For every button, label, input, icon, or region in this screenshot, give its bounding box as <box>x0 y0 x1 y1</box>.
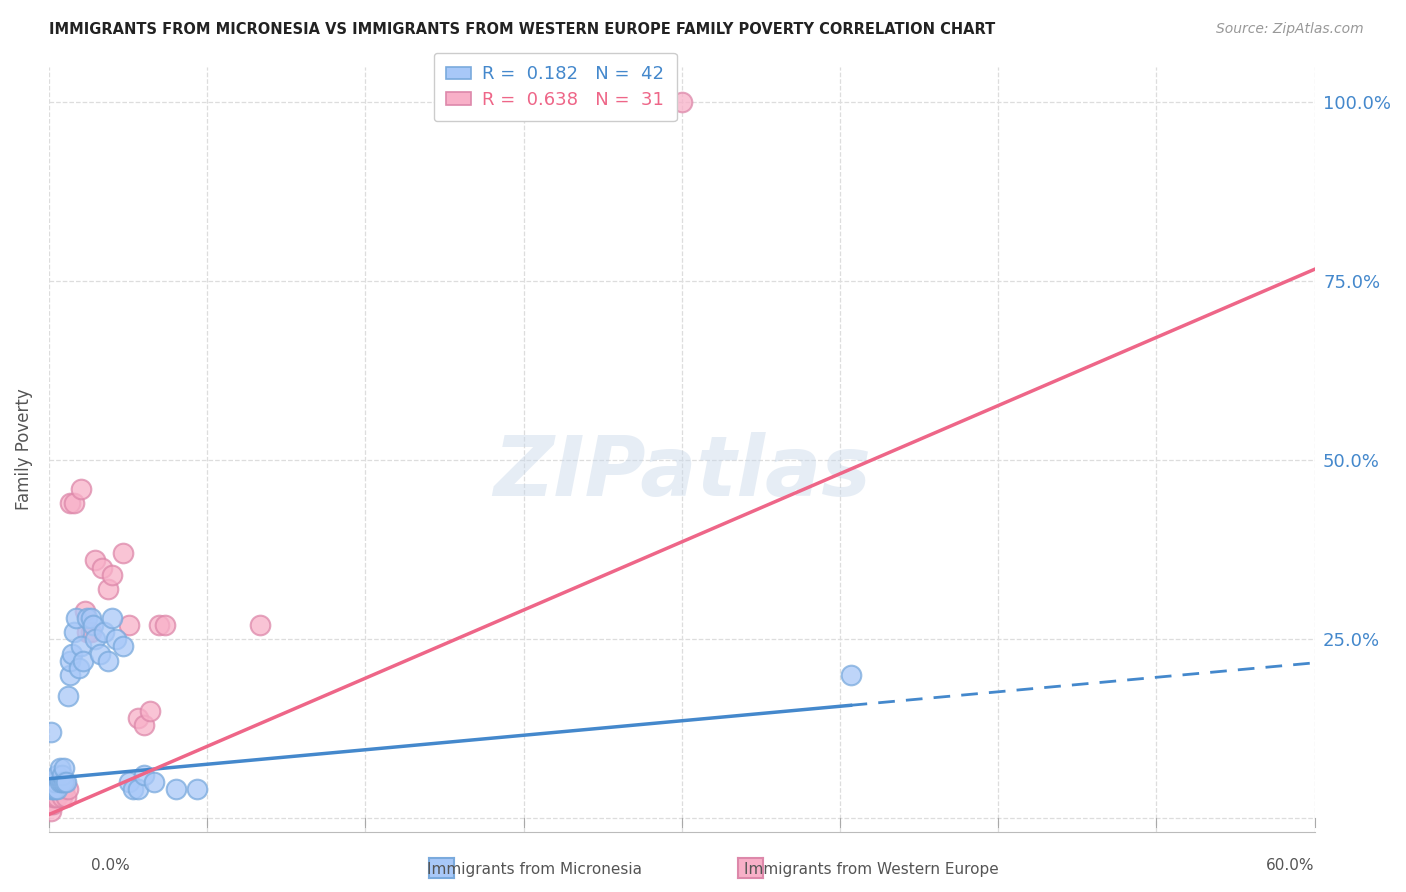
Point <box>73 603 96 617</box>
Point <box>127 782 149 797</box>
Point <box>132 718 155 732</box>
Point <box>76 611 98 625</box>
Point <box>122 782 145 797</box>
Point <box>111 640 134 654</box>
Point <box>39 782 62 797</box>
Point <box>153 618 176 632</box>
Point <box>80 611 103 625</box>
Point <box>97 582 120 596</box>
Point <box>118 775 141 789</box>
Point <box>132 768 155 782</box>
Point <box>39 797 62 811</box>
Point <box>101 611 124 625</box>
Text: 0.0%: 0.0% <box>91 858 131 872</box>
Point <box>72 654 94 668</box>
Point <box>52 782 75 797</box>
Point <box>44 782 66 797</box>
Point <box>42 789 65 804</box>
Y-axis label: Family Poverty: Family Poverty <box>15 389 32 510</box>
Point <box>44 775 66 789</box>
Point <box>48 775 70 789</box>
Point <box>186 782 208 797</box>
Point <box>63 625 86 640</box>
Point <box>97 654 120 668</box>
Point <box>59 654 82 668</box>
Point <box>93 625 115 640</box>
Text: ZIPatlas: ZIPatlas <box>494 432 870 513</box>
Point <box>56 690 79 704</box>
Point <box>46 768 69 782</box>
Point <box>90 560 112 574</box>
Point <box>39 725 62 739</box>
Point <box>60 647 83 661</box>
Point <box>59 496 82 510</box>
Legend: R =  0.182   N =  42, R =  0.638   N =  31: R = 0.182 N = 42, R = 0.638 N = 31 <box>433 53 676 121</box>
Point <box>42 775 65 789</box>
Point <box>82 618 104 632</box>
Point <box>69 640 91 654</box>
Point <box>46 789 69 804</box>
Point <box>148 618 170 632</box>
Point <box>671 95 693 110</box>
Point <box>69 482 91 496</box>
Point <box>101 567 124 582</box>
Point <box>51 768 73 782</box>
Point <box>67 661 90 675</box>
Point <box>55 775 77 789</box>
Text: 60.0%: 60.0% <box>1267 858 1315 872</box>
Point <box>139 704 162 718</box>
Text: IMMIGRANTS FROM MICRONESIA VS IMMIGRANTS FROM WESTERN EUROPE FAMILY POVERTY CORR: IMMIGRANTS FROM MICRONESIA VS IMMIGRANTS… <box>49 22 995 37</box>
Point <box>52 761 75 775</box>
Point <box>89 647 111 661</box>
Point <box>118 618 141 632</box>
Point <box>48 782 70 797</box>
Text: Immigrants from Micronesia: Immigrants from Micronesia <box>427 863 641 877</box>
Point <box>42 797 65 811</box>
Point <box>44 782 66 797</box>
Point <box>52 775 75 789</box>
Text: Immigrants from Western Europe: Immigrants from Western Europe <box>744 863 1000 877</box>
Point <box>56 782 79 797</box>
Point <box>46 782 69 797</box>
Point <box>65 611 87 625</box>
Point <box>105 632 128 647</box>
Point <box>839 668 862 682</box>
Point <box>55 789 77 804</box>
Point <box>51 789 73 804</box>
Point <box>127 711 149 725</box>
Point <box>39 804 62 818</box>
Point <box>84 632 107 647</box>
Point <box>84 553 107 567</box>
Point <box>48 761 70 775</box>
Point <box>165 782 187 797</box>
Point <box>59 668 82 682</box>
Point <box>76 625 98 640</box>
Point <box>51 775 73 789</box>
Point <box>80 625 103 640</box>
Point <box>44 789 66 804</box>
Point <box>111 546 134 560</box>
Point <box>63 496 86 510</box>
Point <box>143 775 166 789</box>
Point <box>42 782 65 797</box>
Point <box>249 618 271 632</box>
Text: Source: ZipAtlas.com: Source: ZipAtlas.com <box>1216 22 1364 37</box>
